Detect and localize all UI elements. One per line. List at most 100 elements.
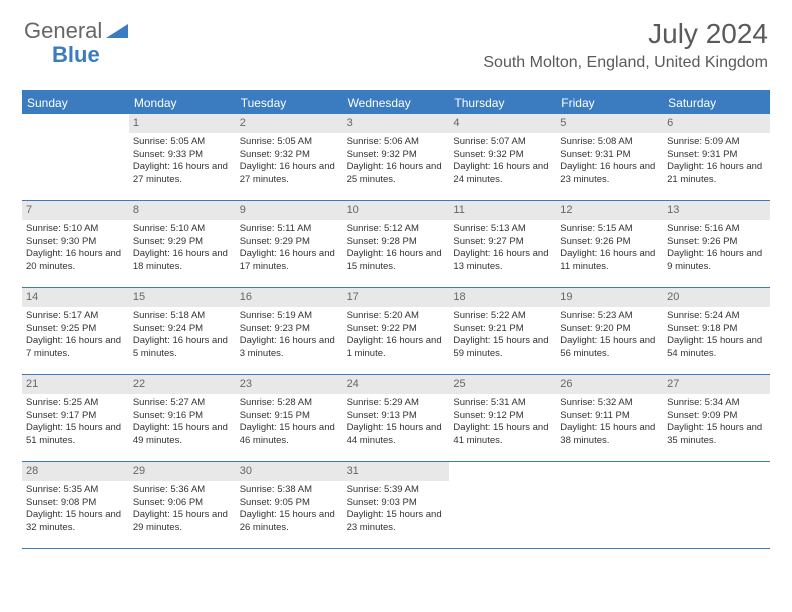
logo-text-blue-wrap: Blue [52,42,100,68]
day-info: Sunrise: 5:25 AMSunset: 9:17 PMDaylight:… [26,397,125,448]
day-cell: 2Sunrise: 5:05 AMSunset: 9:32 PMDaylight… [236,114,343,200]
day-info: Sunrise: 5:28 AMSunset: 9:15 PMDaylight:… [240,397,339,448]
sunrise-text: Sunrise: 5:16 AM [667,223,766,236]
day-number: 19 [556,288,663,307]
sunset-text: Sunset: 9:26 PM [560,236,659,249]
day-cell: 29Sunrise: 5:36 AMSunset: 9:06 PMDayligh… [129,462,236,548]
day-info: Sunrise: 5:05 AMSunset: 9:33 PMDaylight:… [133,136,232,187]
daylight-text: Daylight: 16 hours and 27 minutes. [240,161,339,187]
day-cell [449,462,556,548]
day-number: 2 [236,114,343,133]
daylight-text: Daylight: 16 hours and 27 minutes. [133,161,232,187]
sunset-text: Sunset: 9:20 PM [560,323,659,336]
daylight-text: Daylight: 15 hours and 56 minutes. [560,335,659,361]
sunset-text: Sunset: 9:26 PM [667,236,766,249]
day-info: Sunrise: 5:16 AMSunset: 9:26 PMDaylight:… [667,223,766,274]
logo: General [24,18,130,44]
sunrise-text: Sunrise: 5:11 AM [240,223,339,236]
day-cell: 15Sunrise: 5:18 AMSunset: 9:24 PMDayligh… [129,288,236,374]
day-number: 23 [236,375,343,394]
day-number: 22 [129,375,236,394]
sunrise-text: Sunrise: 5:18 AM [133,310,232,323]
day-info: Sunrise: 5:36 AMSunset: 9:06 PMDaylight:… [133,484,232,535]
sunset-text: Sunset: 9:05 PM [240,497,339,510]
day-cell: 3 Sunrise: 5:06 AMSunset: 9:32 PMDaylight… [343,114,450,200]
day-info: Sunrise: 5:29 AMSunset: 9:13 PMDaylight:… [347,397,446,448]
day-cell: 10Sunrise: 5:12 AMSunset: 9:28 PMDayligh… [343,201,450,287]
sunrise-text: Sunrise: 5:17 AM [26,310,125,323]
day-info: Sunrise: 5:20 AMSunset: 9:22 PMDaylight:… [347,310,446,361]
sunset-text: Sunset: 9:12 PM [453,410,552,423]
daylight-text: Daylight: 16 hours and 11 minutes. [560,248,659,274]
daylight-text: Daylight: 15 hours and 32 minutes. [26,509,125,535]
day-info: Sunrise: 5:08 AMSunset: 9:31 PMDaylight:… [560,136,659,187]
day-info: Sunrise: 5:27 AMSunset: 9:16 PMDaylight:… [133,397,232,448]
day-number: 7 [22,201,129,220]
sunrise-text: Sunrise: 5:05 AM [133,136,232,149]
sunset-text: Sunset: 9:16 PM [133,410,232,423]
weekday-header-row: SundayMondayTuesdayWednesdayThursdayFrid… [22,92,770,114]
day-cell: 21Sunrise: 5:25 AMSunset: 9:17 PMDayligh… [22,375,129,461]
sunrise-text: Sunrise: 5:06 AM [347,136,446,149]
daylight-text: Daylight: 16 hours and 3 minutes. [240,335,339,361]
day-number: 16 [236,288,343,307]
week-row: 14Sunrise: 5:17 AMSunset: 9:25 PMDayligh… [22,288,770,375]
day-cell: 22 Sunrise: 5:27 AMSunset: 9:16 PMDayligh… [129,375,236,461]
sunset-text: Sunset: 9:27 PM [453,236,552,249]
day-info: Sunrise: 5:19 AMSunset: 9:23 PMDaylight:… [240,310,339,361]
sunrise-text: Sunrise: 5:15 AM [560,223,659,236]
sunrise-text: Sunrise: 5:31 AM [453,397,552,410]
sunrise-text: Sunrise: 5:36 AM [133,484,232,497]
daylight-text: Daylight: 15 hours and 29 minutes. [133,509,232,535]
day-info: Sunrise: 5:18 AMSunset: 9:24 PMDaylight:… [133,310,232,361]
day-number: 30 [236,462,343,481]
daylight-text: Daylight: 15 hours and 54 minutes. [667,335,766,361]
day-info: Sunrise: 5:11 AMSunset: 9:29 PMDaylight:… [240,223,339,274]
day-cell: 5 Sunrise: 5:08 AMSunset: 9:31 PMDaylight… [556,114,663,200]
day-cell: 9Sunrise: 5:11 AMSunset: 9:29 PMDaylight… [236,201,343,287]
day-cell: 18Sunrise: 5:22 AMSunset: 9:21 PMDayligh… [449,288,556,374]
day-number: 3 [343,114,450,133]
weekday-cell: Friday [556,92,663,114]
day-info: Sunrise: 5:13 AMSunset: 9:27 PMDaylight:… [453,223,552,274]
daylight-text: Daylight: 16 hours and 23 minutes. [560,161,659,187]
sunset-text: Sunset: 9:11 PM [560,410,659,423]
day-cell: 8Sunrise: 5:10 AMSunset: 9:29 PMDaylight… [129,201,236,287]
day-cell: 6 Sunrise: 5:09 AMSunset: 9:31 PMDaylight… [663,114,770,200]
week-row: 28Sunrise: 5:35 AMSunset: 9:08 PMDayligh… [22,462,770,549]
daylight-text: Daylight: 15 hours and 44 minutes. [347,422,446,448]
day-cell: 30Sunrise: 5:38 AMSunset: 9:05 PMDayligh… [236,462,343,548]
day-number: 5 [556,114,663,133]
daylight-text: Daylight: 16 hours and 13 minutes. [453,248,552,274]
day-number: 12 [556,201,663,220]
day-cell: 16 Sunrise: 5:19 AMSunset: 9:23 PMDayligh… [236,288,343,374]
sunrise-text: Sunrise: 5:27 AM [133,397,232,410]
day-cell [22,114,129,200]
sunset-text: Sunset: 9:15 PM [240,410,339,423]
daylight-text: Daylight: 16 hours and 17 minutes. [240,248,339,274]
daylight-text: Daylight: 15 hours and 51 minutes. [26,422,125,448]
day-info: Sunrise: 5:06 AMSunset: 9:32 PMDaylight:… [347,136,446,187]
logo-triangle-icon [106,20,128,43]
sunset-text: Sunset: 9:18 PM [667,323,766,336]
day-cell: 25Sunrise: 5:31 AMSunset: 9:12 PMDayligh… [449,375,556,461]
day-number: 31 [343,462,450,481]
sunset-text: Sunset: 9:24 PM [133,323,232,336]
location-subtitle: South Molton, England, United Kingdom [483,54,768,72]
day-number: 11 [449,201,556,220]
day-info: Sunrise: 5:09 AMSunset: 9:31 PMDaylight:… [667,136,766,187]
header: General July 2024 South Molton, England,… [0,0,792,80]
week-row: 7Sunrise: 5:10 AMSunset: 9:30 PMDaylight… [22,201,770,288]
day-cell: 17Sunrise: 5:20 AMSunset: 9:22 PMDayligh… [343,288,450,374]
day-info: Sunrise: 5:32 AMSunset: 9:11 PMDaylight:… [560,397,659,448]
day-cell: 26Sunrise: 5:32 AMSunset: 9:11 PMDayligh… [556,375,663,461]
day-number: 18 [449,288,556,307]
day-number: 27 [663,375,770,394]
sunrise-text: Sunrise: 5:39 AM [347,484,446,497]
day-cell: 27Sunrise: 5:34 AMSunset: 9:09 PMDayligh… [663,375,770,461]
sunset-text: Sunset: 9:23 PM [240,323,339,336]
weekday-cell: Tuesday [236,92,343,114]
daylight-text: Daylight: 16 hours and 21 minutes. [667,161,766,187]
day-cell: 23 Sunrise: 5:28 AMSunset: 9:15 PMDayligh… [236,375,343,461]
day-number: 6 [663,114,770,133]
